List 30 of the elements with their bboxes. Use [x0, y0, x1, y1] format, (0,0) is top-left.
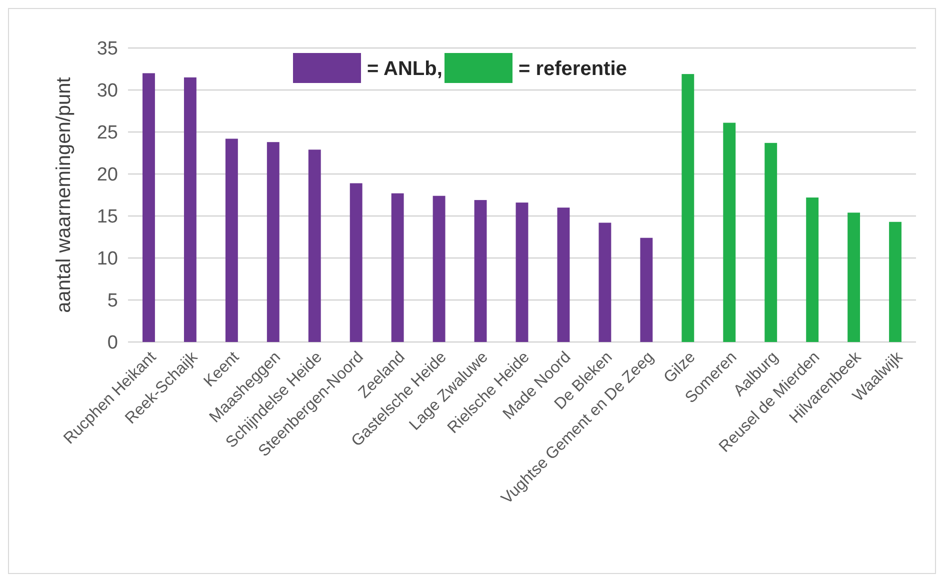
y-axis-title: aantal waarnemingen/punt — [53, 76, 75, 313]
bar — [308, 150, 321, 342]
bar — [432, 196, 446, 342]
legend-label: = referentie — [518, 58, 627, 80]
y-tick-label: 10 — [96, 248, 118, 270]
bar — [391, 193, 404, 342]
bar — [764, 142, 778, 342]
bar — [640, 238, 653, 342]
bar — [723, 122, 736, 342]
y-tick-label: 5 — [107, 290, 118, 312]
bar — [474, 200, 487, 342]
y-tick-label: 15 — [96, 206, 118, 228]
bar — [350, 183, 362, 342]
legend-label: = ANLb, — [367, 58, 442, 80]
y-tick-label: 0 — [107, 332, 118, 354]
bar — [266, 142, 280, 342]
bar — [142, 73, 155, 342]
bar — [848, 212, 860, 342]
y-tick-label: 30 — [96, 80, 118, 102]
y-tick-label: 20 — [96, 164, 118, 186]
bar — [598, 222, 612, 342]
bar — [557, 208, 570, 342]
bar — [682, 74, 694, 342]
y-tick-label: 35 — [96, 38, 118, 60]
bar — [806, 198, 819, 342]
bar — [225, 138, 238, 342]
bar — [889, 222, 902, 342]
bar — [516, 202, 528, 342]
y-tick-label: 25 — [96, 122, 118, 144]
bar — [184, 77, 196, 342]
